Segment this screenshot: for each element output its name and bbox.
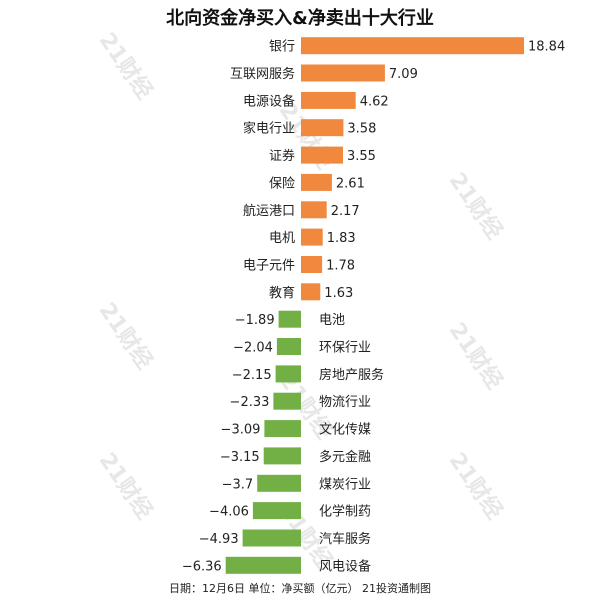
bar bbox=[301, 91, 356, 109]
value-label: 7.09 bbox=[389, 67, 418, 82]
bar bbox=[242, 529, 301, 547]
category-label: 银行 bbox=[269, 40, 295, 55]
value-label: −2.15 bbox=[232, 368, 272, 383]
bar bbox=[273, 392, 301, 410]
category-label: 风电设备 bbox=[319, 558, 371, 574]
value-label: −2.04 bbox=[233, 341, 273, 356]
category-label: 互联网服务 bbox=[230, 66, 295, 82]
category-label: 房地产服务 bbox=[319, 367, 384, 383]
value-label: −6.36 bbox=[182, 559, 222, 574]
bar bbox=[257, 474, 301, 492]
value-label: −4.06 bbox=[209, 505, 249, 520]
watermark-text: 21财经 bbox=[444, 168, 508, 244]
bar bbox=[225, 556, 301, 574]
bar bbox=[264, 420, 301, 438]
category-label: 环保行业 bbox=[319, 341, 371, 356]
value-label: 3.58 bbox=[347, 122, 376, 137]
bar bbox=[263, 447, 301, 465]
value-label: 4.62 bbox=[360, 94, 389, 109]
category-label: 电源设备 bbox=[243, 93, 295, 109]
bar bbox=[276, 338, 301, 355]
bar bbox=[301, 256, 323, 273]
category-label: 证券 bbox=[269, 148, 295, 164]
value-label: −3.09 bbox=[221, 423, 261, 438]
value-label: 1.63 bbox=[324, 286, 353, 301]
bar bbox=[301, 37, 524, 55]
bar bbox=[278, 310, 301, 328]
value-label: −3.15 bbox=[220, 450, 260, 465]
value-label: −4.93 bbox=[199, 532, 239, 547]
bar bbox=[301, 146, 343, 164]
category-label: 煤炭行业 bbox=[319, 477, 371, 492]
bar bbox=[301, 64, 385, 82]
watermark-text: 21财经 bbox=[94, 298, 158, 374]
category-label: 保险 bbox=[269, 176, 295, 191]
category-label: 化学制药 bbox=[319, 504, 371, 520]
value-label: 3.55 bbox=[347, 149, 376, 164]
watermark-text: 21财经 bbox=[444, 318, 508, 394]
value-label: −2.33 bbox=[230, 395, 270, 410]
chart-footer: 日期：12月6日 单位：净买额（亿元） 21投资通制图 bbox=[169, 582, 431, 595]
bar bbox=[252, 502, 301, 520]
category-label: 教育 bbox=[269, 285, 295, 301]
bar bbox=[275, 365, 301, 383]
bar bbox=[301, 228, 323, 246]
category-label: 汽车服务 bbox=[319, 531, 371, 547]
watermark-text: 21财经 bbox=[94, 448, 158, 524]
value-label: −3.7 bbox=[222, 477, 254, 492]
value-label: 1.83 bbox=[327, 231, 356, 246]
category-label: 文化传媒 bbox=[319, 423, 371, 438]
value-label: 2.61 bbox=[336, 176, 365, 191]
category-label: 多元金融 bbox=[319, 449, 371, 465]
value-label: 2.17 bbox=[331, 204, 360, 219]
watermark-text: 21财经 bbox=[444, 448, 508, 524]
chart-title: 北向资金净买入&净卖出十大行业 bbox=[166, 8, 434, 29]
category-label: 家电行业 bbox=[243, 121, 295, 137]
bar bbox=[301, 283, 321, 301]
value-label: −1.89 bbox=[235, 313, 275, 328]
value-label: 1.78 bbox=[326, 258, 355, 273]
watermark-text: 21财经 bbox=[94, 28, 158, 104]
bar bbox=[301, 173, 332, 191]
category-label: 电子元件 bbox=[243, 258, 295, 273]
bar bbox=[301, 119, 344, 137]
category-label: 航运港口 bbox=[243, 203, 295, 219]
value-label: 18.84 bbox=[528, 40, 565, 55]
bar bbox=[301, 201, 327, 219]
category-label: 物流行业 bbox=[319, 395, 371, 410]
category-label: 电池 bbox=[319, 313, 345, 328]
category-label: 电机 bbox=[269, 231, 295, 246]
